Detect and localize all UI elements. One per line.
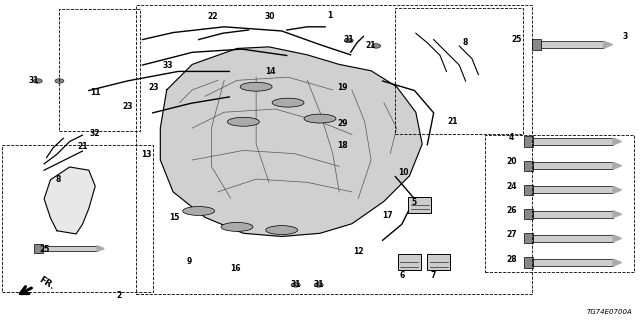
Bar — [428, 254, 451, 270]
Circle shape — [344, 38, 353, 43]
Ellipse shape — [272, 98, 304, 107]
Bar — [524, 136, 533, 147]
Text: 8: 8 — [56, 175, 61, 184]
Text: 27: 27 — [506, 230, 517, 239]
Text: 19: 19 — [337, 83, 348, 92]
Bar — [533, 235, 613, 242]
Bar — [408, 197, 431, 212]
Bar — [524, 233, 533, 244]
Text: 6: 6 — [399, 271, 404, 280]
Text: 17: 17 — [381, 211, 392, 220]
Bar — [533, 187, 613, 194]
Circle shape — [314, 283, 323, 287]
Text: 14: 14 — [265, 67, 275, 76]
Text: 21: 21 — [366, 41, 376, 51]
Bar — [136, 4, 532, 294]
Polygon shape — [613, 235, 621, 242]
Text: 10: 10 — [398, 168, 408, 177]
Text: 31: 31 — [291, 280, 301, 289]
Ellipse shape — [304, 114, 336, 123]
Ellipse shape — [240, 82, 272, 91]
Text: 25: 25 — [511, 35, 522, 44]
Bar — [533, 162, 613, 169]
Bar — [524, 209, 533, 219]
Text: 4: 4 — [509, 132, 514, 141]
Text: 11: 11 — [90, 88, 100, 97]
Ellipse shape — [182, 206, 214, 215]
Text: 31: 31 — [314, 280, 324, 289]
Text: 33: 33 — [163, 60, 173, 69]
Text: 20: 20 — [506, 157, 517, 166]
Text: 29: 29 — [337, 119, 348, 128]
Circle shape — [291, 283, 300, 287]
Text: FR.: FR. — [37, 275, 56, 291]
Bar — [533, 259, 613, 266]
Text: 5: 5 — [412, 197, 417, 206]
Text: 8: 8 — [463, 38, 468, 47]
Text: 13: 13 — [141, 150, 152, 159]
Polygon shape — [613, 187, 621, 194]
Text: 15: 15 — [169, 213, 180, 222]
Bar — [524, 185, 533, 195]
Bar — [524, 161, 533, 171]
Polygon shape — [613, 211, 621, 218]
Circle shape — [33, 79, 42, 83]
Text: 30: 30 — [265, 12, 275, 21]
Text: 31: 31 — [344, 35, 354, 44]
Text: 21: 21 — [447, 116, 458, 126]
Text: 16: 16 — [230, 264, 241, 274]
Text: 22: 22 — [207, 12, 218, 21]
Bar — [533, 211, 613, 218]
Bar — [484, 135, 634, 272]
Text: 31: 31 — [29, 76, 39, 85]
Bar — [541, 41, 604, 48]
Polygon shape — [44, 167, 95, 234]
Text: 12: 12 — [353, 247, 364, 256]
Bar — [533, 138, 613, 145]
Text: 25: 25 — [39, 245, 49, 254]
Polygon shape — [613, 138, 621, 145]
Bar — [524, 258, 533, 268]
Polygon shape — [161, 47, 422, 236]
Bar — [532, 39, 541, 50]
Bar — [34, 244, 43, 253]
Bar — [2, 145, 153, 292]
Polygon shape — [604, 41, 612, 48]
Text: 28: 28 — [506, 255, 517, 264]
Text: 21: 21 — [77, 142, 88, 151]
Text: 32: 32 — [90, 129, 100, 138]
Text: 23: 23 — [148, 83, 159, 92]
Bar — [398, 254, 421, 270]
Polygon shape — [97, 246, 104, 252]
Text: 9: 9 — [186, 257, 192, 266]
Text: 7: 7 — [431, 271, 436, 280]
Bar — [396, 8, 523, 134]
Text: 18: 18 — [337, 141, 348, 150]
Bar — [43, 246, 97, 252]
Polygon shape — [613, 259, 621, 266]
Text: 24: 24 — [506, 182, 517, 191]
Circle shape — [372, 44, 381, 48]
Text: TG74E0700A: TG74E0700A — [587, 309, 633, 316]
Text: 1: 1 — [327, 11, 332, 20]
Bar — [60, 9, 140, 131]
Text: 23: 23 — [122, 102, 132, 111]
Circle shape — [55, 79, 64, 83]
Ellipse shape — [221, 222, 253, 231]
Text: 2: 2 — [116, 291, 122, 300]
Text: 26: 26 — [506, 206, 517, 215]
Ellipse shape — [266, 226, 298, 235]
Ellipse shape — [227, 117, 259, 126]
Polygon shape — [613, 162, 621, 169]
Text: 3: 3 — [623, 32, 628, 41]
